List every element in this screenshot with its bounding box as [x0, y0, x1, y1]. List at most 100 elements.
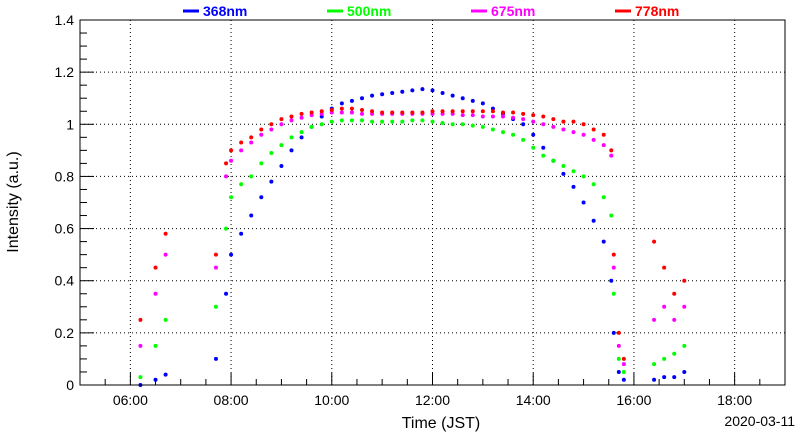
data-point	[450, 93, 455, 98]
data-point	[319, 109, 324, 114]
data-point	[480, 114, 485, 119]
y-tick-label: 0.6	[55, 221, 75, 237]
data-point	[501, 130, 505, 135]
data-point	[259, 127, 264, 132]
data-point	[682, 369, 687, 374]
legend-label: 368nm	[203, 3, 247, 19]
data-point	[239, 148, 244, 153]
data-point	[571, 130, 576, 135]
data-point	[621, 369, 626, 374]
x-tick-label: 06:00	[113, 392, 148, 408]
data-point	[611, 330, 616, 335]
data-point	[682, 343, 687, 348]
data-point	[349, 110, 354, 115]
data-point	[279, 164, 284, 168]
data-point	[153, 343, 158, 348]
data-point	[611, 265, 616, 270]
data-point	[249, 140, 254, 145]
data-point	[213, 304, 218, 309]
data-point	[541, 145, 546, 150]
data-point	[349, 118, 354, 123]
data-point	[249, 135, 254, 140]
data-point	[380, 119, 385, 124]
data-point	[470, 123, 475, 128]
series-675nm	[138, 110, 687, 367]
data-point	[601, 132, 606, 137]
data-point	[511, 115, 516, 120]
y-tick-label: 0.4	[55, 273, 75, 289]
data-point	[616, 330, 621, 335]
data-point	[390, 119, 395, 124]
data-point	[309, 110, 314, 115]
legend: 368nm 500nm 675nm 778nm	[183, 3, 679, 19]
y-tick-label: 1.2	[55, 64, 75, 80]
data-point	[541, 153, 546, 158]
data-point	[440, 91, 445, 95]
data-point	[601, 143, 606, 148]
gridlines	[80, 20, 785, 385]
data-point	[521, 117, 526, 122]
data-point	[289, 114, 294, 119]
data-point	[153, 265, 158, 270]
data-point	[279, 143, 284, 148]
data-point	[531, 113, 536, 118]
data-point	[213, 252, 218, 257]
data-point	[299, 130, 304, 135]
data-point	[609, 213, 614, 218]
data-point	[224, 291, 229, 296]
data-point	[229, 195, 234, 200]
data-point	[662, 375, 667, 380]
data-point	[480, 109, 485, 114]
data-point	[229, 158, 234, 163]
y-tick-label: 0	[66, 377, 74, 393]
data-point	[652, 377, 657, 382]
data-point	[561, 119, 566, 124]
data-point	[490, 114, 495, 119]
data-point	[349, 98, 354, 103]
data-point	[138, 317, 143, 322]
data-point	[430, 119, 435, 124]
data-point	[249, 213, 254, 218]
data-point	[501, 114, 505, 119]
data-point	[420, 118, 425, 123]
x-tick-label: 12:00	[415, 392, 450, 408]
data-point	[662, 356, 667, 361]
data-point	[224, 161, 229, 166]
data-point	[410, 110, 415, 115]
data-point	[561, 164, 566, 168]
data-point	[259, 161, 264, 166]
data-point	[224, 174, 229, 179]
data-point	[682, 304, 687, 309]
data-point	[450, 122, 455, 127]
axes: 0 0.2 0.4 0.6 0.8 1 1.2 1.4 06:00 08:00 10:00 12:00…	[55, 12, 786, 408]
data-point	[249, 174, 254, 179]
x-tick-label: 18:00	[717, 392, 752, 408]
data-point	[591, 218, 596, 223]
legend-label: 675nm	[491, 3, 535, 19]
data-point	[213, 356, 218, 361]
data-point	[269, 127, 274, 132]
data-point	[621, 362, 626, 367]
data-point	[224, 226, 229, 231]
data-point	[163, 231, 168, 236]
data-point	[390, 91, 395, 95]
data-point	[682, 278, 687, 283]
series-368nm	[138, 87, 687, 387]
data-point	[420, 87, 425, 92]
data-point	[616, 356, 621, 361]
data-point	[581, 174, 586, 179]
data-point	[470, 113, 475, 118]
data-point	[652, 317, 657, 322]
data-point	[541, 114, 546, 119]
data-point	[490, 127, 495, 132]
data-point	[153, 291, 158, 296]
data-point	[511, 110, 516, 115]
data-point	[239, 231, 244, 236]
data-point	[652, 362, 657, 367]
data-point	[571, 119, 576, 124]
data-point	[229, 148, 234, 153]
data-point	[531, 119, 536, 124]
data-point	[470, 109, 475, 114]
data-point	[501, 110, 505, 115]
data-point	[229, 252, 234, 257]
